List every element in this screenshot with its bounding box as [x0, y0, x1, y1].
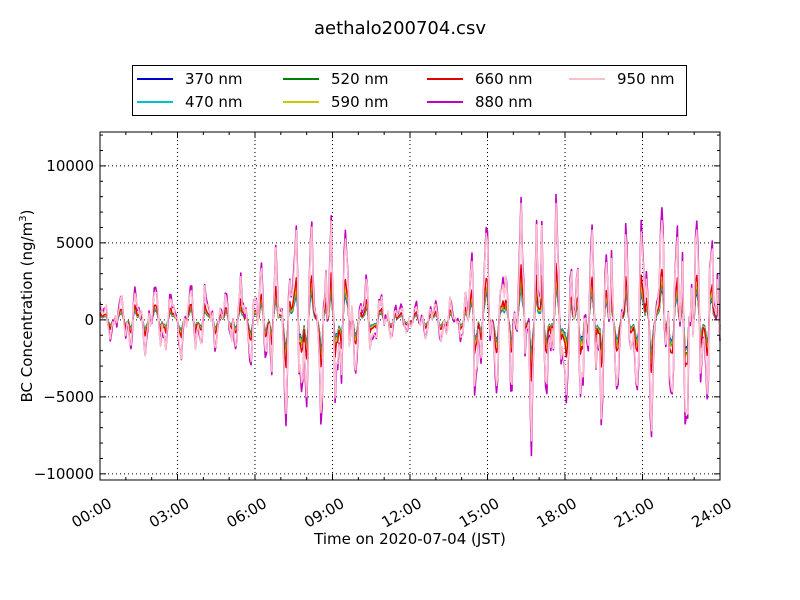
y-axis-label-end: )	[18, 210, 36, 216]
x-tick-label: 09:00	[301, 494, 347, 531]
y-tick-label: 5000	[56, 234, 94, 252]
x-tick-label: 12:00	[378, 494, 424, 531]
legend-entry-880nm: 880 nm	[427, 92, 533, 112]
y-tick-label: 10000	[46, 157, 94, 175]
x-axis-label: Time on 2020-07-04 (JST)	[313, 530, 506, 548]
legend-entry-590nm: 590 nm	[283, 92, 389, 112]
legend-label-370nm: 370 nm	[185, 70, 243, 88]
legend-label-950nm: 950 nm	[617, 70, 675, 88]
grid	[100, 132, 720, 480]
x-tick-label: 15:00	[456, 494, 502, 531]
legend-label-470nm: 470 nm	[185, 93, 243, 111]
legend-entry-470nm: 470 nm	[137, 92, 243, 112]
legend-label-590nm: 590 nm	[331, 93, 389, 111]
x-tick-label: 00:00	[68, 494, 114, 531]
y-axis-label-main: BC Concentration (ng/m	[18, 222, 36, 403]
legend-entry-370nm: 370 nm	[137, 69, 243, 89]
legend-entry-660nm: 660 nm	[427, 69, 533, 89]
x-tick-label: 21:00	[611, 494, 657, 531]
legend-swatch-370nm	[137, 78, 173, 80]
legend-swatch-950nm	[569, 78, 605, 80]
legend-entry-950nm: 950 nm	[569, 69, 675, 89]
x-tick-label: 24:00	[688, 494, 734, 531]
y-tick-label: −10000	[34, 465, 94, 483]
y-tick-label: 0	[84, 311, 94, 329]
y-tick-label: −5000	[43, 388, 94, 406]
legend-swatch-590nm	[283, 101, 319, 103]
legend-swatch-660nm	[427, 78, 463, 80]
legend-swatch-470nm	[137, 101, 173, 103]
x-tick-label: 06:00	[223, 494, 269, 531]
y-axis-label: BC Concentration (ng/m3)	[18, 210, 36, 403]
legend-label-880nm: 880 nm	[475, 93, 533, 111]
legend-swatch-880nm	[427, 101, 463, 103]
x-tick-label: 18:00	[533, 494, 579, 531]
legend: 370 nm 470 nm 520 nm 590 nm 660 nm 880 n…	[132, 65, 687, 116]
chart-title: aethalo200704.csv	[314, 18, 486, 39]
legend-label-520nm: 520 nm	[331, 70, 389, 88]
series-line-950nm	[99, 202, 721, 442]
series-lines	[99, 193, 721, 457]
legend-swatch-520nm	[283, 78, 319, 80]
ticks	[99, 132, 721, 480]
x-tick-label: 03:00	[146, 494, 192, 531]
legend-entry-520nm: 520 nm	[283, 69, 389, 89]
legend-label-660nm: 660 nm	[475, 70, 533, 88]
y-axis-label-sup: 3	[18, 215, 29, 221]
